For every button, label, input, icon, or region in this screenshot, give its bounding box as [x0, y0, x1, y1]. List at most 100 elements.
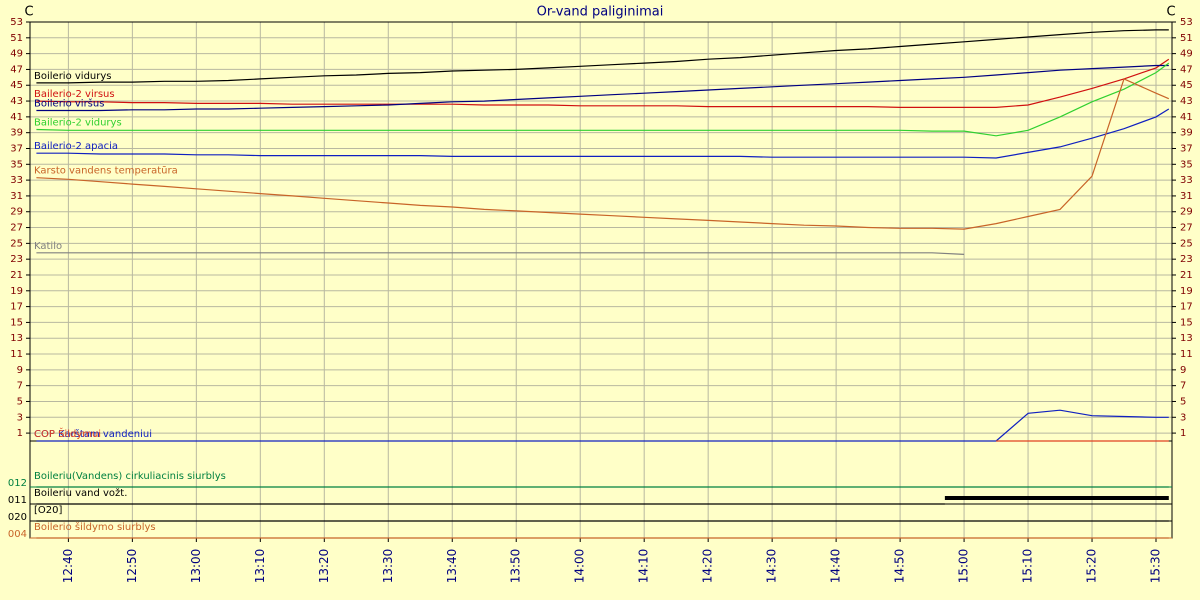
y2-tick-label: 11 [1180, 349, 1193, 360]
y-tick-label: 45 [10, 80, 23, 91]
y2-tick-label: 53 [1180, 17, 1193, 28]
y-tick-label: 15 [10, 317, 23, 328]
y2-tick-label: 33 [1180, 175, 1193, 186]
y2-tick-label: 1 [1180, 428, 1186, 439]
y2-tick-label: 19 [1180, 286, 1193, 297]
series-label: Boilerio viršus [34, 98, 104, 110]
y2-tick-label: 31 [1180, 191, 1193, 202]
y2-tick-label: 13 [1180, 333, 1193, 344]
y2-tick-label: 7 [1180, 381, 1186, 392]
y-tick-label: 9 [17, 365, 23, 376]
y2-tick-label: 43 [1180, 96, 1193, 107]
series-label: Bailerio-2 virsus [34, 89, 115, 100]
y2-tick-label: 15 [1180, 317, 1193, 328]
x-tick-label: 13:30 [381, 549, 395, 584]
series-line [36, 252, 965, 255]
x-tick-label: 13:40 [445, 549, 459, 584]
y-tick-label: 5 [17, 396, 23, 407]
y-tick-label: 33 [10, 175, 23, 186]
y2-tick-label: 41 [1180, 112, 1193, 123]
series-label: COP Karštam vandeniui [34, 428, 152, 440]
y-tick-label: 37 [10, 143, 23, 154]
y2-tick-label: 17 [1180, 302, 1193, 313]
lane-label: Boileriu(Vandens) cirkuliacinis siurblys [34, 471, 226, 482]
y-tick-label: 53 [10, 17, 23, 28]
series-line [36, 78, 1170, 230]
y-tick-label: 1 [17, 428, 23, 439]
y2-tick-label: 35 [1180, 159, 1193, 170]
x-tick-label: 13:50 [509, 549, 523, 584]
y2-tick-label: 51 [1180, 33, 1193, 44]
y2-tick-label: 39 [1180, 128, 1193, 139]
y2-tick-label: 23 [1180, 254, 1193, 265]
series-label: Katilo [34, 241, 62, 252]
y2-tick-label: 25 [1180, 238, 1193, 249]
x-tick-label: 12:40 [61, 549, 75, 584]
lane-code: 012 [8, 478, 27, 489]
series-label: COP Šildymui [34, 427, 101, 440]
y-tick-label: 7 [17, 381, 23, 392]
x-tick-label: 13:20 [317, 549, 331, 584]
series-line [36, 108, 1170, 159]
series-label: Bailerio-2 apacia [34, 141, 118, 152]
y-tick-label: 3 [17, 412, 23, 423]
y-tick-label: 43 [10, 96, 23, 107]
y-tick-label: 31 [10, 191, 23, 202]
series-line [36, 64, 1169, 112]
lane-code: 004 [8, 529, 27, 540]
x-tick-label: 15:00 [957, 549, 971, 584]
y-tick-label: 47 [10, 64, 23, 75]
y2-axis-label: C [1166, 5, 1175, 20]
lane-code: 020 [8, 512, 27, 523]
y2-tick-label: 3 [1180, 412, 1186, 423]
lane-label: Boileriu vand vožt. [34, 487, 127, 499]
x-tick-label: 14:40 [829, 549, 843, 584]
chart-title: Or-vand paliginimai [537, 5, 664, 20]
y-tick-label: 17 [10, 302, 23, 313]
lane-label: [O20] [34, 505, 62, 516]
y-tick-label: 25 [10, 238, 23, 249]
x-tick-label: 14:00 [573, 549, 587, 584]
lane-label: Boilerio šildymo siurblys [34, 521, 156, 533]
y-tick-label: 35 [10, 159, 23, 170]
y2-tick-label: 45 [1180, 80, 1193, 91]
y2-tick-label: 27 [1180, 223, 1193, 234]
x-tick-label: 15:20 [1085, 549, 1099, 584]
y2-tick-label: 21 [1180, 270, 1193, 281]
x-tick-label: 15:30 [1149, 549, 1163, 584]
y-tick-label: 29 [10, 207, 23, 218]
y2-tick-label: 37 [1180, 143, 1193, 154]
x-tick-label: 13:00 [189, 549, 203, 584]
lane-code: 011 [8, 495, 27, 506]
y2-tick-label: 49 [1180, 49, 1193, 60]
y2-tick-label: 29 [1180, 207, 1193, 218]
series-label: Karsto vandens temperatūra [34, 166, 178, 177]
x-tick-label: 14:50 [893, 549, 907, 584]
x-tick-label: 13:10 [253, 549, 267, 584]
y-tick-label: 23 [10, 254, 23, 265]
x-tick-label: 14:30 [765, 549, 779, 584]
series-label: Bailerio-2 vidurys [34, 118, 122, 129]
series-line [36, 29, 1169, 84]
x-tick-label: 15:10 [1021, 549, 1035, 584]
y-tick-label: 11 [10, 349, 23, 360]
series-line [36, 58, 1170, 108]
y-tick-label: 41 [10, 112, 23, 123]
y-tick-label: 13 [10, 333, 23, 344]
y-tick-label: 51 [10, 33, 23, 44]
y-tick-label: 27 [10, 223, 23, 234]
series-line [36, 62, 1170, 137]
y-tick-label: 19 [10, 286, 23, 297]
y2-tick-label: 47 [1180, 64, 1193, 75]
y-axis-label: C [24, 5, 33, 20]
y2-tick-label: 5 [1180, 396, 1186, 407]
y-tick-label: 39 [10, 128, 23, 139]
x-tick-label: 14:20 [701, 549, 715, 584]
series-label: Boilerio vidurys [34, 71, 112, 82]
x-tick-label: 12:50 [125, 549, 139, 584]
y-tick-label: 21 [10, 270, 23, 281]
x-tick-label: 14:10 [637, 549, 651, 584]
